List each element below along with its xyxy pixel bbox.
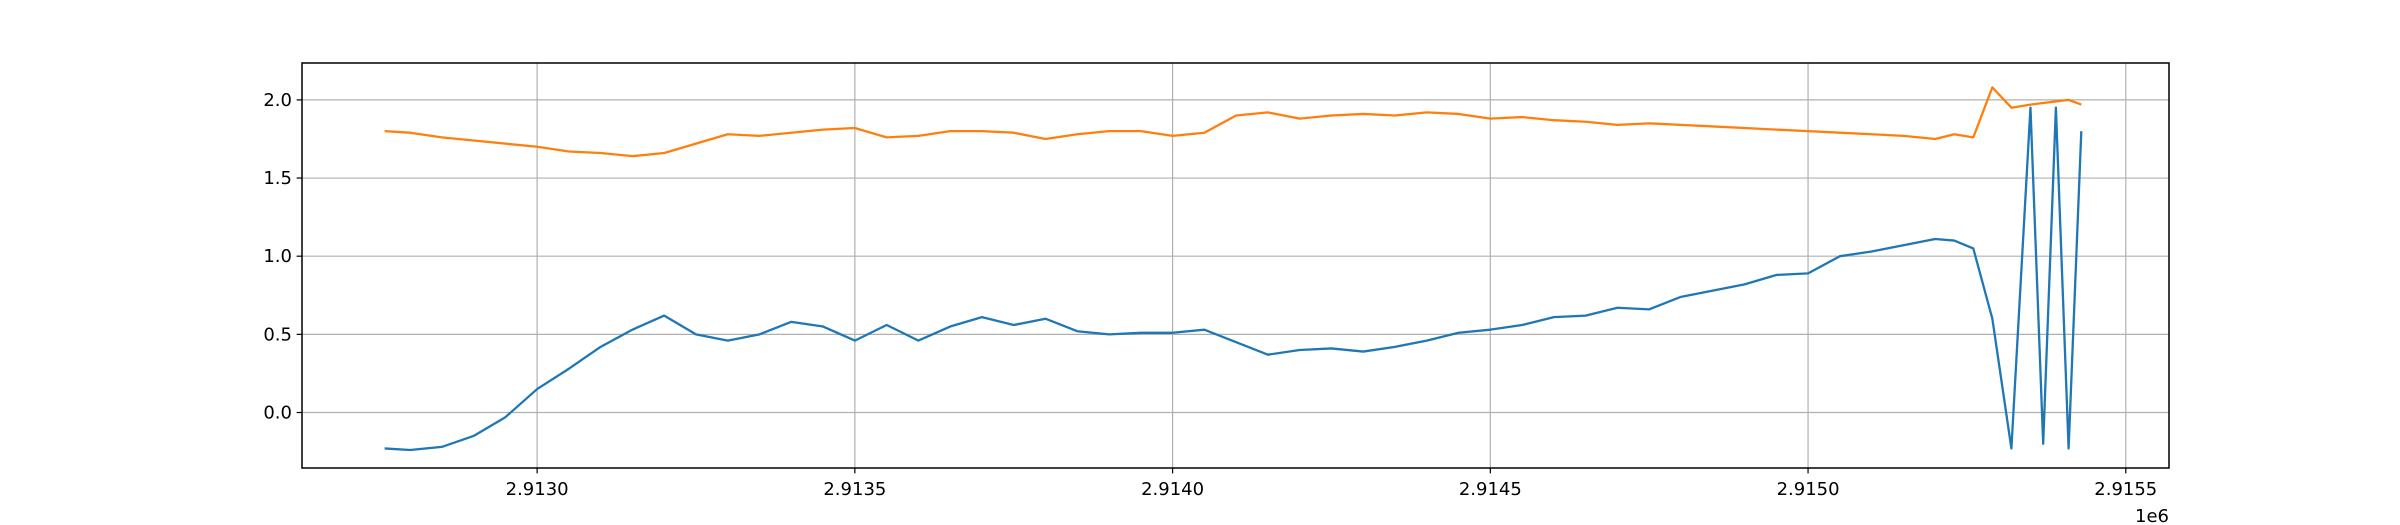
y-tick-label: 2.0 [263,90,292,111]
y-tick-label: 1.0 [263,246,292,267]
y-tick-label: 0.0 [263,403,292,424]
x-tick-label: 2.9140 [1141,479,1204,500]
grid [302,63,2169,468]
x-tick-label: 2.9150 [1777,479,1840,500]
data-line [384,106,2083,452]
axes-frame [301,62,2170,469]
x-tick-label: 2.9145 [1459,479,1522,500]
y-tick-label: 0.5 [263,324,292,345]
plot-lines [384,86,2083,452]
x-offset-label: 1e6 [2135,506,2169,525]
x-tick-label: 2.9130 [506,479,569,500]
x-tick-label: 2.9155 [2094,479,2157,500]
x-tick-label: 2.9135 [823,479,886,500]
data-line [384,86,2082,158]
y-tick-label: 1.5 [263,168,292,189]
